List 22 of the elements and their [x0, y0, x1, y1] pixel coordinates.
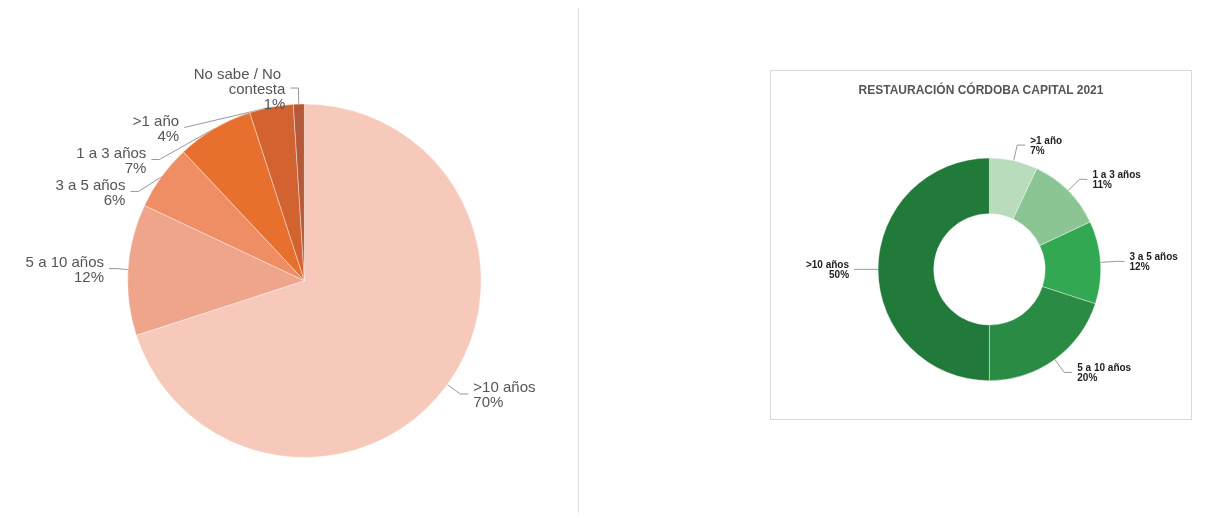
slice-label: No sabe / No contesta: [193, 64, 286, 97]
slice-label: >10 años: [805, 258, 850, 270]
data-label: 20%: [1077, 371, 1098, 383]
slice-label: 3 a 5 años: [55, 175, 126, 193]
data-label: 7%: [124, 158, 147, 176]
slice-label: 1 a 3 años: [1092, 168, 1142, 180]
slice-label: 3 a 5 años: [1129, 250, 1179, 262]
slice-label: 5 a 10 años: [25, 252, 105, 270]
slice-label: 5 a 10 años: [1077, 361, 1132, 373]
data-label: 6%: [103, 190, 126, 208]
slice-label: >1 año: [132, 111, 180, 129]
slice-label: 1 a 3 años: [76, 143, 147, 161]
data-label: 50%: [829, 268, 850, 280]
data-label: 4%: [157, 126, 180, 144]
slice-label: >1 año: [1030, 134, 1063, 146]
slice-label: >10 años: [473, 378, 536, 395]
data-label: 7%: [1030, 144, 1045, 156]
data-label: 12%: [1129, 260, 1150, 272]
data-label: 11%: [1092, 178, 1113, 190]
data-label: 12%: [74, 267, 105, 285]
chart-title: RESTAURACIÓN CÓRDOBA CAPITAL 2021: [858, 82, 1104, 97]
data-label: 70%: [473, 393, 504, 410]
